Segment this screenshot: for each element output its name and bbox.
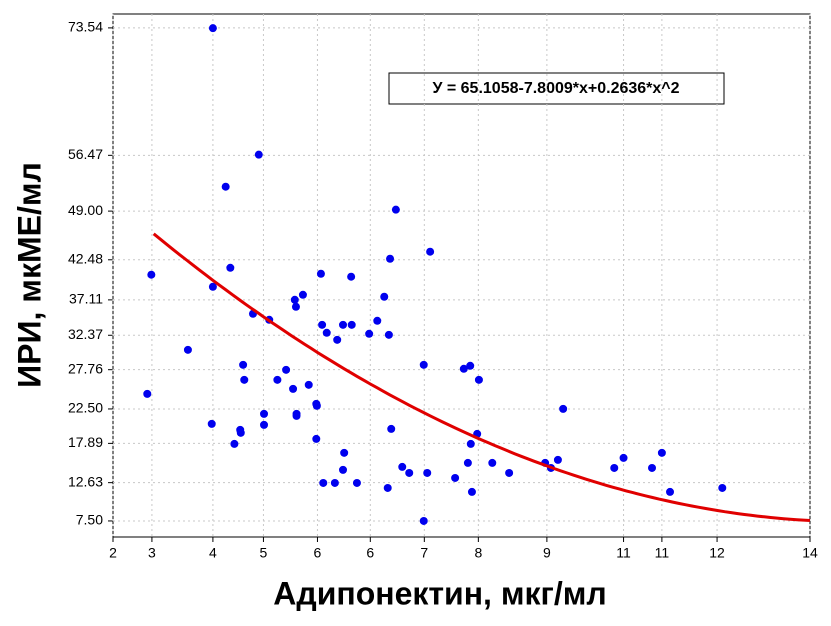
point: [505, 468, 514, 477]
point: [559, 404, 568, 413]
point: [290, 295, 299, 304]
x-tick-label: 6: [366, 545, 374, 561]
point: [312, 434, 321, 443]
point: [147, 270, 156, 279]
point: [347, 320, 356, 329]
point: [419, 516, 428, 525]
point: [230, 439, 239, 448]
point: [254, 150, 263, 159]
point: [405, 468, 414, 477]
point: [240, 375, 249, 384]
point: [340, 448, 349, 457]
point: [398, 462, 407, 471]
point: [143, 389, 152, 398]
point: [610, 463, 619, 472]
x-tick-label: 9: [543, 545, 551, 561]
point: [373, 316, 382, 325]
y-tick-label: 42.48: [68, 250, 103, 266]
point: [383, 483, 392, 492]
point: [183, 345, 192, 354]
y-tick-label: 17.89: [68, 434, 103, 450]
point: [312, 401, 321, 410]
y-tick-label: 7.50: [76, 512, 103, 528]
y-tick-label: 12.63: [68, 473, 103, 489]
point: [298, 290, 307, 299]
point: [330, 478, 339, 487]
point: [384, 330, 393, 339]
point: [648, 463, 657, 472]
y-axis-title: ИРИ, мкМЕ/мл: [11, 162, 47, 388]
x-tick-label: 14: [802, 545, 818, 561]
point: [666, 487, 675, 496]
point: [236, 428, 245, 437]
x-tick-label: 7: [420, 545, 428, 561]
point: [339, 465, 348, 474]
point: [386, 254, 395, 263]
point: [619, 453, 628, 462]
point: [260, 409, 269, 418]
x-tick-label: 3: [148, 545, 156, 561]
x-tick-label: 4: [209, 545, 217, 561]
point: [380, 292, 389, 301]
point: [322, 328, 331, 337]
point: [419, 360, 428, 369]
point: [260, 420, 269, 429]
point: [718, 483, 727, 492]
point: [208, 24, 217, 33]
y-tick-label: 22.50: [68, 400, 103, 416]
y-tick-label: 73.54: [68, 19, 103, 35]
point: [316, 269, 325, 278]
point: [391, 205, 400, 214]
point: [474, 375, 483, 384]
point: [467, 487, 476, 496]
x-tick-label: 8: [474, 545, 482, 561]
point: [221, 182, 230, 191]
point: [333, 335, 342, 344]
x-tick-label: 12: [709, 545, 725, 561]
y-tick-label: 27.76: [68, 360, 103, 376]
point: [289, 384, 298, 393]
point: [423, 468, 432, 477]
point: [451, 473, 460, 482]
x-tick-label: 2: [109, 545, 117, 561]
y-tick-label: 32.37: [68, 326, 103, 342]
point: [318, 320, 327, 329]
point: [304, 380, 313, 389]
x-tick-label: 11: [655, 545, 670, 561]
fit-curve: [152, 232, 811, 522]
point: [426, 247, 435, 256]
y-tick-label: 37.11: [69, 291, 103, 307]
point: [553, 455, 562, 464]
point: [226, 263, 235, 272]
point: [207, 419, 216, 428]
equation: У = 65.1058-7.8009*x+0.2636*x^2: [432, 80, 679, 97]
point: [239, 360, 248, 369]
point: [339, 320, 348, 329]
x-tick-label: 5: [260, 545, 268, 561]
point: [352, 478, 361, 487]
point: [466, 439, 475, 448]
point: [291, 302, 300, 311]
point: [488, 458, 497, 467]
point: [459, 364, 468, 373]
y-tick-label: 49.00: [68, 202, 103, 218]
point: [365, 329, 374, 338]
point: [292, 411, 301, 420]
point: [282, 365, 291, 374]
point: [387, 424, 396, 433]
x-tick-label: 11: [616, 545, 631, 561]
point: [347, 272, 356, 281]
point: [273, 375, 282, 384]
x-tick-label: 6: [314, 545, 322, 561]
x-axis-title: Адипонектин, мкг/мл: [273, 575, 606, 611]
y-tick-label: 56.47: [68, 146, 103, 162]
point: [319, 478, 328, 487]
point: [657, 448, 666, 457]
point: [463, 458, 472, 467]
point: [466, 361, 475, 370]
annotation-box: [388, 72, 725, 105]
point: [208, 282, 217, 291]
